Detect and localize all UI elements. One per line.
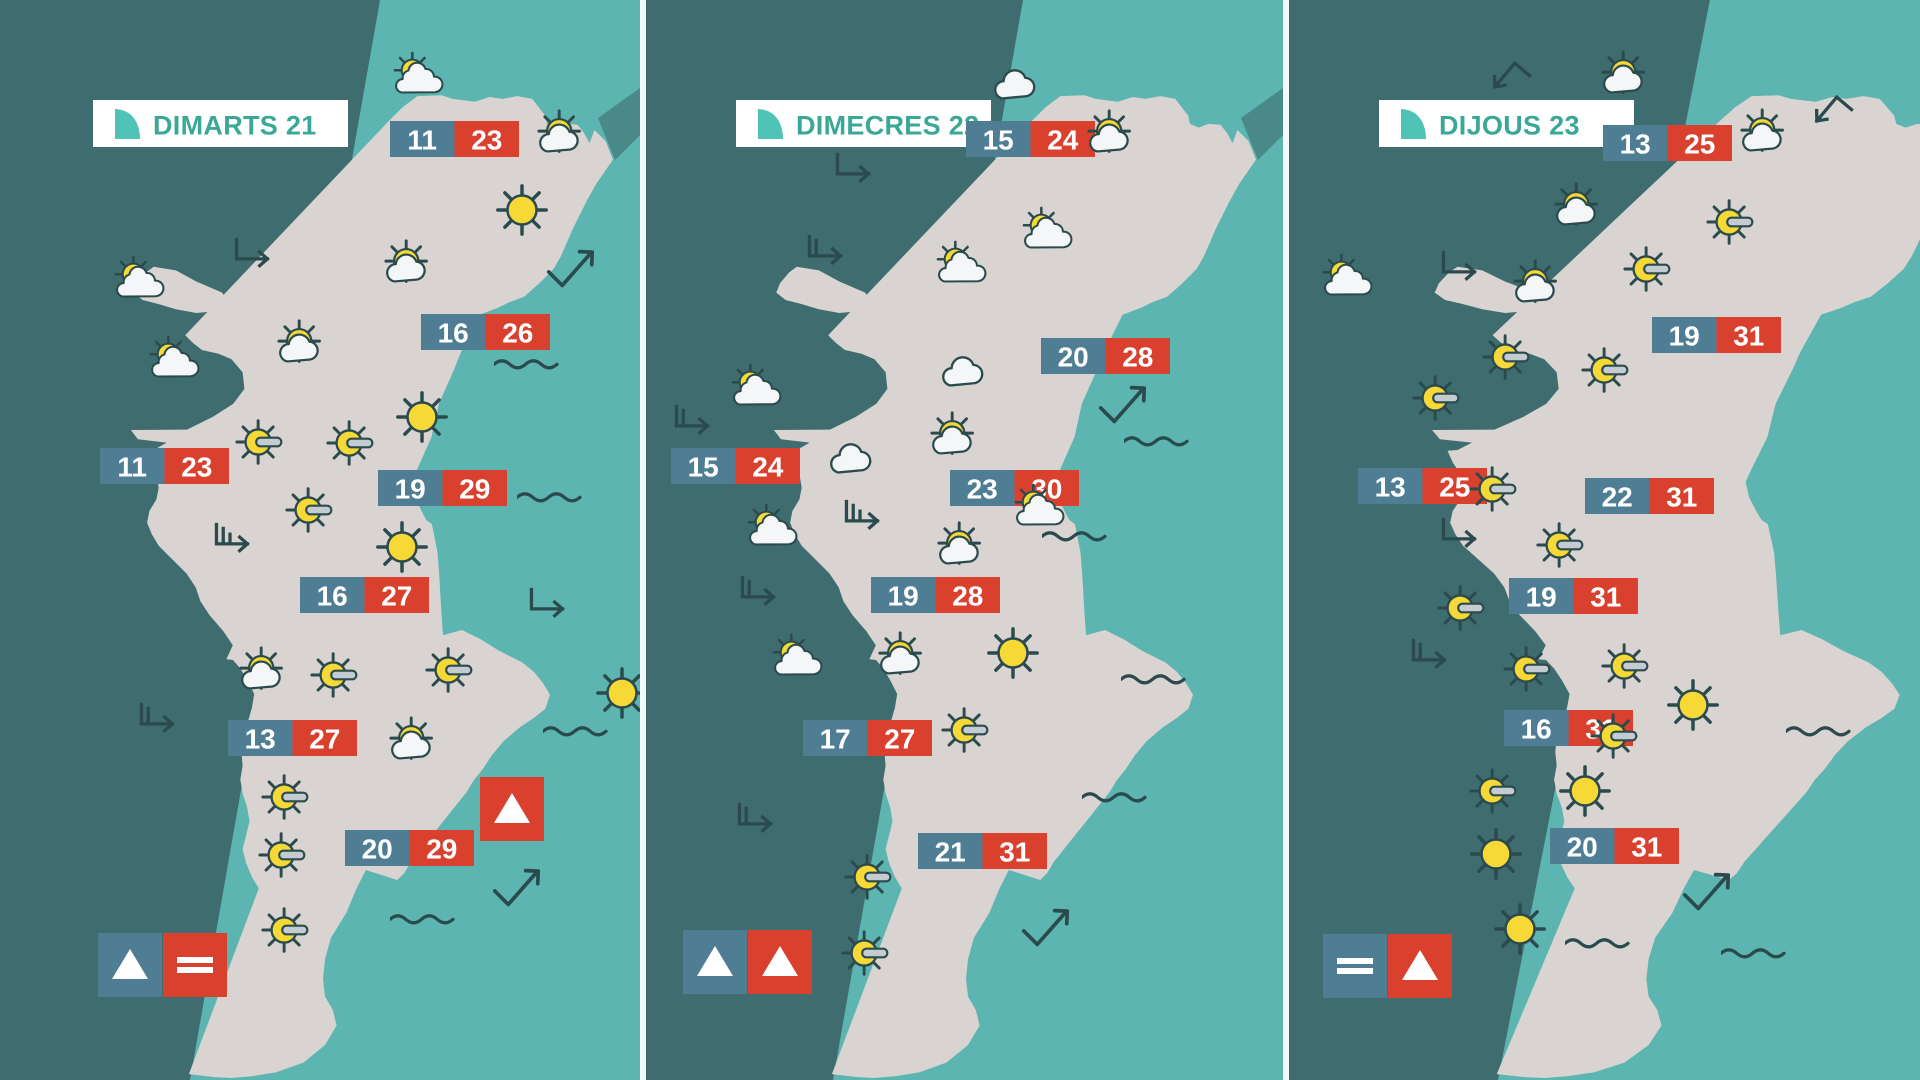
svg-text:31: 31: [1666, 482, 1697, 513]
svg-text:31: 31: [1631, 832, 1662, 863]
svg-text:15: 15: [688, 452, 719, 483]
svg-text:31: 31: [999, 837, 1030, 868]
svg-text:DIJOUS 23: DIJOUS 23: [1439, 111, 1580, 141]
svg-text:31: 31: [1733, 321, 1764, 352]
svg-text:24: 24: [1047, 125, 1079, 156]
svg-text:27: 27: [884, 724, 915, 755]
svg-text:19: 19: [1526, 582, 1557, 613]
svg-text:DIMECRES 22: DIMECRES 22: [796, 111, 979, 141]
svg-text:13: 13: [1375, 472, 1406, 503]
svg-text:25: 25: [1684, 129, 1715, 160]
svg-text:13: 13: [245, 724, 276, 755]
svg-text:16: 16: [1521, 714, 1552, 745]
svg-text:11: 11: [117, 452, 147, 483]
svg-text:19: 19: [395, 474, 426, 505]
svg-text:29: 29: [426, 834, 457, 865]
svg-text:23: 23: [181, 452, 212, 483]
svg-text:16: 16: [317, 581, 348, 612]
svg-text:17: 17: [820, 724, 851, 755]
svg-text:23: 23: [967, 474, 998, 505]
svg-text:29: 29: [459, 474, 490, 505]
svg-text:20: 20: [1567, 832, 1598, 863]
svg-text:22: 22: [1602, 482, 1633, 513]
svg-text:23: 23: [471, 125, 502, 156]
svg-text:19: 19: [888, 581, 919, 612]
svg-text:20: 20: [1058, 342, 1089, 373]
svg-text:DIMARTS 21: DIMARTS 21: [153, 111, 317, 141]
svg-text:28: 28: [952, 581, 983, 612]
svg-text:13: 13: [1620, 129, 1651, 160]
svg-text:27: 27: [381, 581, 412, 612]
svg-text:11: 11: [407, 125, 437, 156]
svg-text:25: 25: [1439, 472, 1470, 503]
svg-text:31: 31: [1590, 582, 1621, 613]
svg-text:19: 19: [1669, 321, 1700, 352]
svg-text:16: 16: [438, 318, 469, 349]
svg-text:26: 26: [502, 318, 533, 349]
svg-text:21: 21: [935, 837, 966, 868]
svg-text:20: 20: [362, 834, 393, 865]
svg-text:28: 28: [1122, 342, 1153, 373]
svg-text:15: 15: [983, 125, 1014, 156]
svg-text:24: 24: [752, 452, 784, 483]
svg-text:27: 27: [309, 724, 340, 755]
